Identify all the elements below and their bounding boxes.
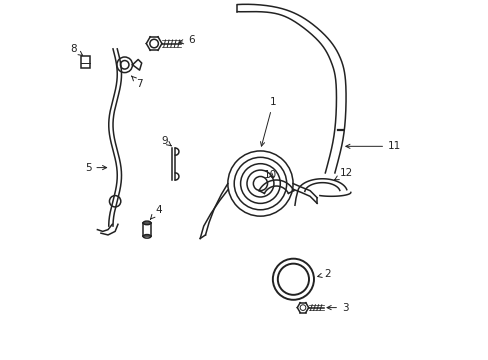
Text: 9: 9 [162, 136, 171, 146]
Bar [81, 56, 90, 68]
Text: 10: 10 [264, 170, 277, 180]
Text: 4: 4 [150, 205, 162, 219]
Text: 12: 12 [334, 168, 353, 180]
Text: 5: 5 [84, 163, 106, 172]
Text: 8: 8 [70, 44, 82, 55]
Text: 3: 3 [326, 303, 348, 312]
Text: 2: 2 [317, 269, 330, 279]
Text: 7: 7 [131, 76, 142, 89]
Text: 6: 6 [179, 35, 194, 45]
Text: 1: 1 [260, 97, 276, 146]
Text: 11: 11 [345, 141, 401, 151]
